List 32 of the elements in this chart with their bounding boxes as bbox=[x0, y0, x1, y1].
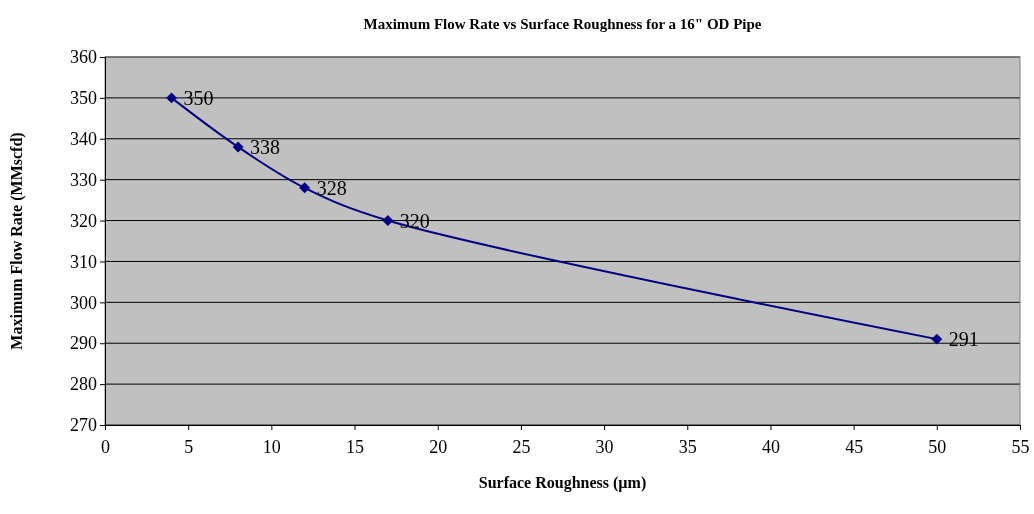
data-label: 328 bbox=[316, 176, 347, 199]
x-tick-label: 5 bbox=[184, 436, 194, 457]
y-tick-label: 290 bbox=[70, 333, 97, 354]
y-tick-label: 340 bbox=[70, 129, 97, 150]
point bbox=[166, 92, 178, 104]
y-tick-label: 280 bbox=[70, 374, 97, 395]
y-tick-label: 350 bbox=[70, 88, 97, 109]
y-tick-label: 300 bbox=[70, 292, 97, 313]
x-axis-title: Surface Roughness (µm) bbox=[478, 474, 647, 492]
y-tick-label: 270 bbox=[70, 415, 97, 436]
x-tick-label: 0 bbox=[101, 436, 110, 457]
point bbox=[382, 215, 394, 227]
x-tick-label: 30 bbox=[595, 436, 614, 457]
x-tick-label: 15 bbox=[346, 436, 365, 457]
x-tick-label: 40 bbox=[761, 436, 780, 457]
y-tick-label: 320 bbox=[70, 210, 97, 231]
data-label: 338 bbox=[250, 135, 281, 158]
y-tick-label: 310 bbox=[70, 251, 97, 272]
x-tick-label: 50 bbox=[928, 436, 947, 457]
x-tick-label: 10 bbox=[262, 436, 281, 457]
point bbox=[931, 333, 943, 345]
chart-title: Maximum Flow Rate vs Surface Roughness for a 16" OD Pipe bbox=[363, 16, 762, 32]
x-tick-label: 25 bbox=[512, 436, 531, 457]
x-tick-label: 45 bbox=[845, 436, 864, 457]
y-axis-title: Maximum Flow Rate (MMscfd) bbox=[8, 132, 26, 350]
point bbox=[232, 141, 244, 153]
x-tick-label: 35 bbox=[678, 436, 697, 457]
x-tick-label: 55 bbox=[1011, 436, 1030, 457]
x-tick-label: 20 bbox=[429, 436, 448, 457]
point bbox=[299, 182, 311, 194]
y-tick-label: 360 bbox=[70, 47, 97, 68]
y-tick-label: 330 bbox=[70, 169, 97, 190]
